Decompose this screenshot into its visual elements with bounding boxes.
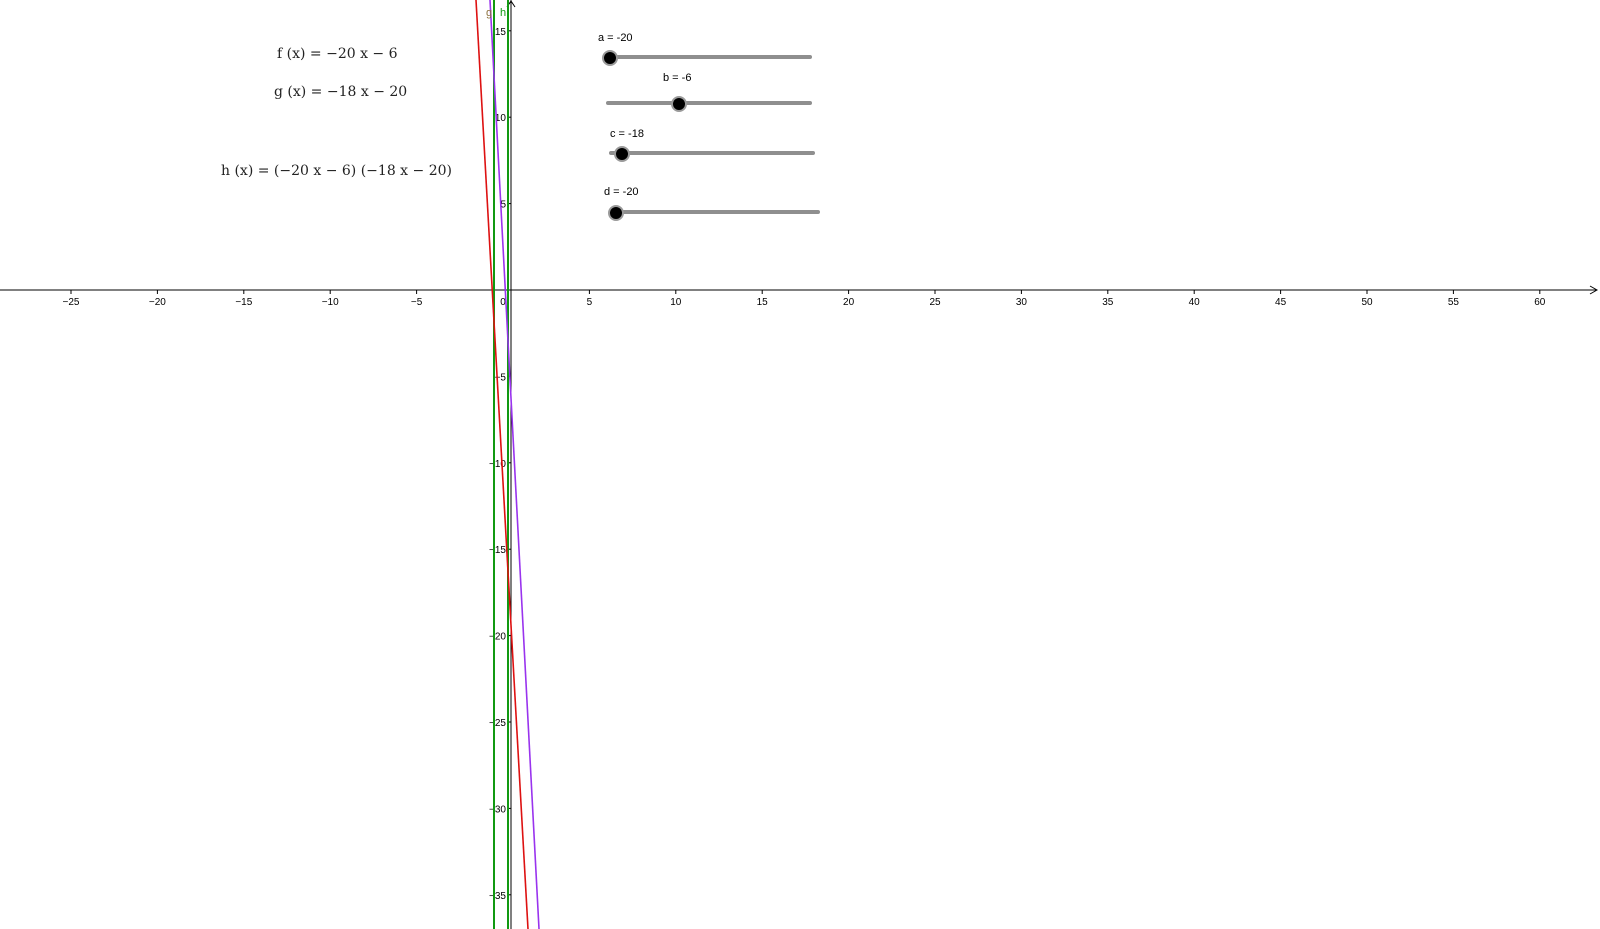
x-tick-label: 15 xyxy=(757,297,769,308)
y-tick-label: −30 xyxy=(489,804,506,815)
y-tick-label: 5 xyxy=(500,200,506,211)
y-tick-label: −10 xyxy=(489,459,506,470)
x-tick-label: 60 xyxy=(1534,297,1546,308)
slider-d-label: d = -20 xyxy=(604,186,639,198)
y-tick-label: −15 xyxy=(489,545,506,556)
x-tick-label: 10 xyxy=(670,297,682,308)
x-tick-label: 40 xyxy=(1189,297,1201,308)
y-tick-label: −35 xyxy=(489,891,506,902)
x-tick-label: 45 xyxy=(1275,297,1287,308)
x-tick-label: 55 xyxy=(1448,297,1460,308)
formula-f[interactable]: f (x) = −20 x − 6 xyxy=(277,46,398,62)
slider-a-label: a = -20 xyxy=(598,32,633,44)
slider-c-knob[interactable] xyxy=(614,146,630,162)
slider-b-label: b = -6 xyxy=(663,72,692,84)
x-tick-label: 30 xyxy=(1016,297,1028,308)
x-tick-label: 20 xyxy=(843,297,855,308)
x-tick-label: 35 xyxy=(1102,297,1114,308)
formula-h[interactable]: h (x) = (−20 x − 6) (−18 x − 20) xyxy=(221,163,452,179)
y-tick-label: 15 xyxy=(495,27,507,38)
x-axis-arrow-icon xyxy=(1589,285,1599,295)
slider-c-label: c = -18 xyxy=(610,128,644,140)
slider-c-track[interactable] xyxy=(609,151,815,155)
slider-b-track[interactable] xyxy=(606,101,812,105)
x-tick-label: 50 xyxy=(1361,297,1373,308)
slider-a-knob[interactable] xyxy=(602,50,618,66)
y-tick-label: −25 xyxy=(489,718,506,729)
x-tick-label: −25 xyxy=(63,297,80,308)
slider-d-knob[interactable] xyxy=(608,205,624,221)
x-tick-label: 25 xyxy=(929,297,941,308)
x-tick-label: −15 xyxy=(235,297,252,308)
x-tick-label: −5 xyxy=(411,297,423,308)
curve-label-h: h xyxy=(500,7,506,19)
x-tick-label: 0 xyxy=(500,297,506,308)
slider-d-track[interactable] xyxy=(610,210,820,214)
graph-g[interactable] xyxy=(489,0,540,929)
graph-f[interactable] xyxy=(475,0,529,929)
slider-b-knob[interactable] xyxy=(671,96,687,112)
y-tick-label: −5 xyxy=(495,372,507,383)
y-tick-label: −20 xyxy=(489,632,506,643)
x-tick-label: −10 xyxy=(322,297,339,308)
x-tick-label: 5 xyxy=(587,297,593,308)
y-tick-label: 10 xyxy=(495,113,507,124)
x-tick-label: −20 xyxy=(149,297,166,308)
slider-a-track[interactable] xyxy=(606,55,812,59)
curve-label-g: g xyxy=(486,7,492,19)
formula-g[interactable]: g (x) = −18 x − 20 xyxy=(274,84,408,100)
